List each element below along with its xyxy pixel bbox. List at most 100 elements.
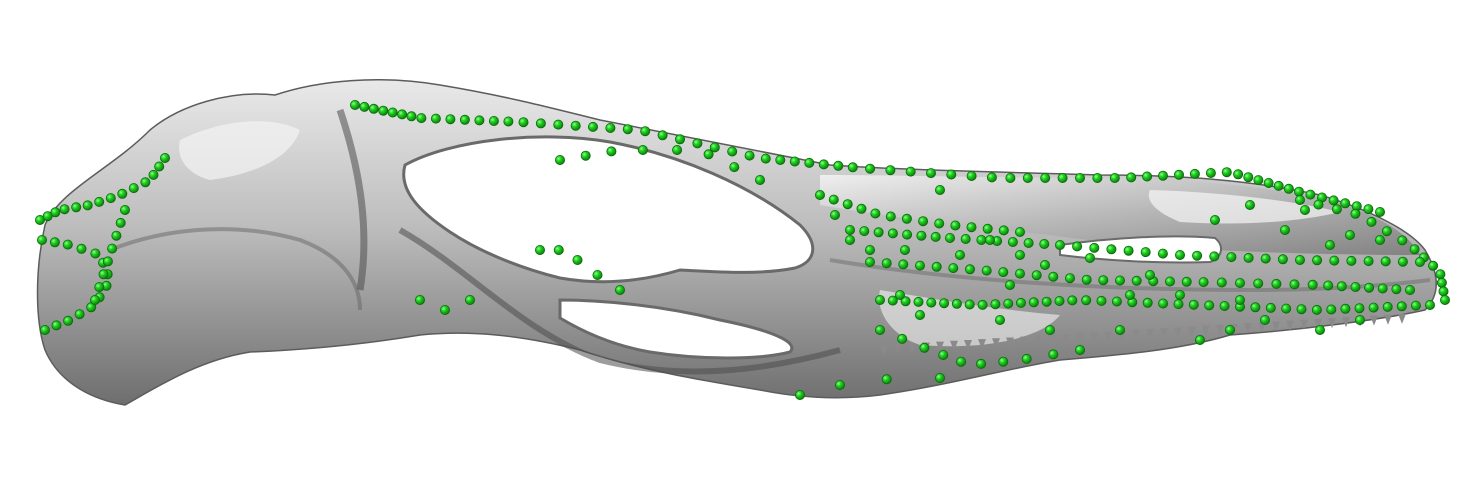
landmark-point[interactable] xyxy=(828,194,839,205)
landmark-point[interactable] xyxy=(387,107,398,118)
landmark-point[interactable] xyxy=(535,244,546,255)
landmark-point[interactable] xyxy=(915,309,926,320)
landmark-point[interactable] xyxy=(1326,304,1337,315)
landmark-point[interactable] xyxy=(938,349,949,360)
landmark-point[interactable] xyxy=(986,172,997,183)
landmark-point[interactable] xyxy=(981,265,992,276)
landmark-point[interactable] xyxy=(1354,303,1365,314)
landmark-point[interactable] xyxy=(1425,299,1436,310)
landmark-point[interactable] xyxy=(881,258,892,269)
landmark-point[interactable] xyxy=(1065,273,1076,284)
landmark-point[interactable] xyxy=(94,282,105,293)
landmark-point[interactable] xyxy=(930,231,941,242)
landmark-point[interactable] xyxy=(995,314,1006,325)
landmark-point[interactable] xyxy=(63,315,74,326)
landmark-point[interactable] xyxy=(1265,302,1276,313)
landmark-point[interactable] xyxy=(1436,277,1447,288)
landmark-point[interactable] xyxy=(1307,279,1318,290)
landmark-point[interactable] xyxy=(1209,251,1220,262)
landmark-point[interactable] xyxy=(901,213,912,224)
landmark-point[interactable] xyxy=(946,169,957,180)
landmark-point[interactable] xyxy=(1263,177,1274,188)
landmark-point[interactable] xyxy=(870,208,881,219)
landmark-point[interactable] xyxy=(1235,277,1246,288)
landmark-point[interactable] xyxy=(1253,175,1264,186)
landmark-point[interactable] xyxy=(985,234,996,245)
landmark-point[interactable] xyxy=(1055,239,1066,250)
landmark-point[interactable] xyxy=(1233,169,1244,180)
landmark-point[interactable] xyxy=(570,120,581,131)
landmark-point[interactable] xyxy=(998,225,1009,236)
landmark-point[interactable] xyxy=(998,356,1009,367)
landmark-point[interactable] xyxy=(1109,172,1120,183)
landmark-point[interactable] xyxy=(804,157,815,168)
landmark-point[interactable] xyxy=(956,356,967,367)
landmark-point[interactable] xyxy=(349,100,360,111)
landmark-point[interactable] xyxy=(1340,198,1351,209)
landmark-point[interactable] xyxy=(1405,284,1416,295)
landmark-point[interactable] xyxy=(1045,324,1056,335)
landmark-point[interactable] xyxy=(1157,248,1168,259)
landmark-point[interactable] xyxy=(1005,172,1016,183)
landmark-point[interactable] xyxy=(881,374,892,385)
landmark-point[interactable] xyxy=(1173,299,1184,310)
landmark-point[interactable] xyxy=(128,183,139,194)
landmark-point[interactable] xyxy=(976,358,987,369)
landmark-point[interactable] xyxy=(1281,303,1292,314)
landmark-point[interactable] xyxy=(445,114,456,125)
landmark-point[interactable] xyxy=(1106,244,1117,255)
landmark-point[interactable] xyxy=(414,294,425,305)
landmark-point[interactable] xyxy=(592,269,603,280)
landmark-point[interactable] xyxy=(918,216,929,227)
landmark-point[interactable] xyxy=(605,123,616,134)
landmark-point[interactable] xyxy=(760,153,771,164)
landmark-point[interactable] xyxy=(1440,294,1451,305)
landmark-point[interactable] xyxy=(1205,167,1216,178)
landmark-point[interactable] xyxy=(90,248,101,259)
landmark-point[interactable] xyxy=(887,228,898,239)
landmark-point[interactable] xyxy=(1003,298,1014,309)
landmark-point[interactable] xyxy=(775,154,786,165)
landmark-point[interactable] xyxy=(900,296,911,307)
landmark-point[interactable] xyxy=(966,222,977,233)
landmark-point[interactable] xyxy=(1328,195,1339,206)
landmark-point[interactable] xyxy=(1072,241,1083,252)
landmark-point[interactable] xyxy=(1397,235,1408,246)
landmark-point[interactable] xyxy=(833,160,844,171)
landmark-point[interactable] xyxy=(1140,247,1151,258)
landmark-point[interactable] xyxy=(553,119,564,130)
landmark-point[interactable] xyxy=(1363,256,1374,267)
landmark-point[interactable] xyxy=(1289,279,1300,290)
landmark-point[interactable] xyxy=(729,162,740,173)
landmark-point[interactable] xyxy=(998,267,1009,278)
landmark-point[interactable] xyxy=(1016,297,1027,308)
landmark-point[interactable] xyxy=(115,217,126,228)
landmark-point[interactable] xyxy=(1005,279,1016,290)
landmark-point[interactable] xyxy=(1015,268,1026,279)
landmark-point[interactable] xyxy=(1022,172,1033,183)
landmark-point[interactable] xyxy=(1226,252,1237,263)
landmark-point[interactable] xyxy=(1323,280,1334,291)
landmark-point[interactable] xyxy=(1123,245,1134,256)
landmark-point[interactable] xyxy=(935,372,946,383)
landmark-point[interactable] xyxy=(1210,214,1221,225)
landmark-point[interactable] xyxy=(1188,299,1199,310)
landmark-point[interactable] xyxy=(1015,249,1026,260)
landmark-point[interactable] xyxy=(459,114,470,125)
landmark-point[interactable] xyxy=(1081,274,1092,285)
landmark-point[interactable] xyxy=(1305,189,1316,200)
landmark-point[interactable] xyxy=(1089,242,1100,253)
landmark-point[interactable] xyxy=(1235,294,1246,305)
landmark-point[interactable] xyxy=(1382,301,1393,312)
landmark-point[interactable] xyxy=(76,243,87,254)
landmark-point[interactable] xyxy=(397,109,408,120)
landmark-point[interactable] xyxy=(637,144,648,155)
landmark-point[interactable] xyxy=(916,230,927,241)
landmark-point[interactable] xyxy=(873,227,884,238)
landmark-point[interactable] xyxy=(1381,226,1392,237)
landmark-point[interactable] xyxy=(98,269,109,280)
landmark-point[interactable] xyxy=(1283,183,1294,194)
landmark-point[interactable] xyxy=(62,239,73,250)
landmark-point[interactable] xyxy=(1380,256,1391,267)
landmark-point[interactable] xyxy=(1410,300,1421,311)
